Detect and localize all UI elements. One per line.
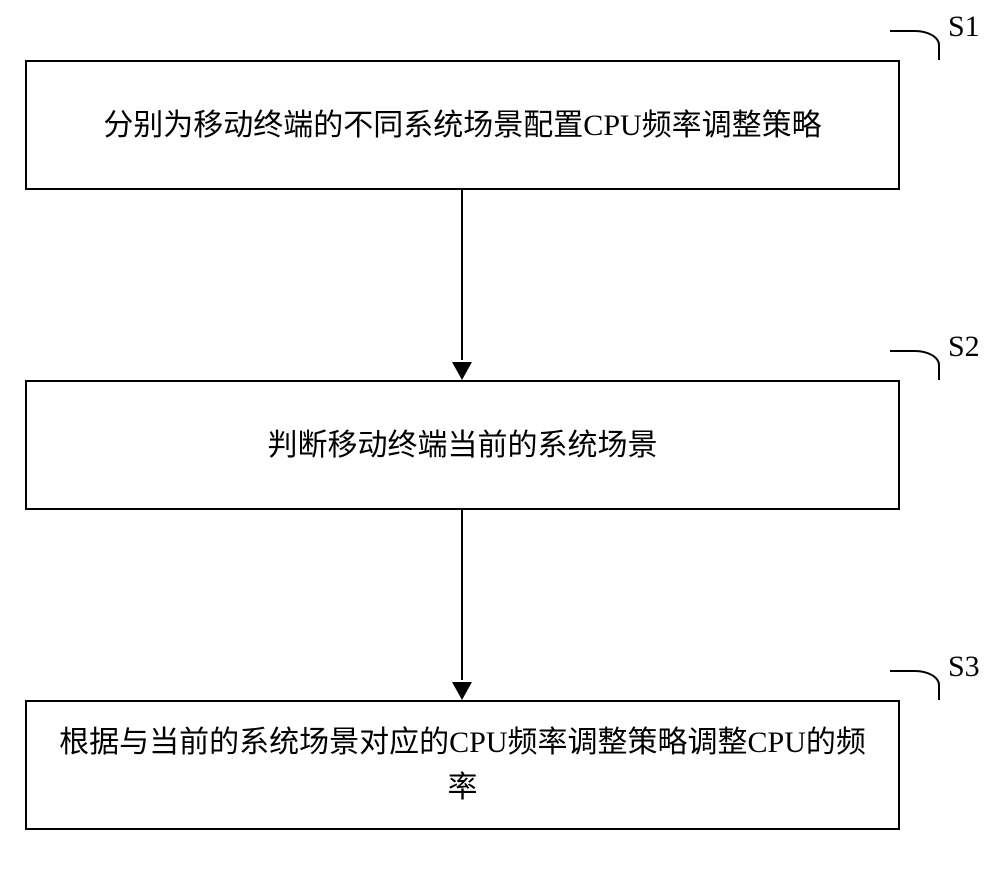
flow-box-s2-text: 判断移动终端当前的系统场景 (268, 423, 658, 468)
flow-box-s2: 判断移动终端当前的系统场景 (25, 380, 900, 510)
step-label-s1: S1 (948, 10, 980, 44)
label-connector-s2 (890, 350, 940, 380)
label-connector-s3 (890, 670, 940, 700)
flow-box-s1: 分别为移动终端的不同系统场景配置CPU频率调整策略 (25, 60, 900, 190)
arrow-line-1 (461, 190, 463, 360)
flow-box-s3-text: 根据与当前的系统场景对应的CPU频率调整策略调整CPU的频率 (47, 720, 878, 810)
flow-box-s1-text: 分别为移动终端的不同系统场景配置CPU频率调整策略 (103, 103, 821, 148)
flowchart-container: 分别为移动终端的不同系统场景配置CPU频率调整策略 S1 判断移动终端当前的系统… (0, 0, 1000, 896)
arrow-head-2 (452, 682, 472, 700)
label-connector-s1 (890, 30, 940, 60)
step-label-s3: S3 (948, 650, 980, 684)
flow-box-s3: 根据与当前的系统场景对应的CPU频率调整策略调整CPU的频率 (25, 700, 900, 830)
step-label-s2: S2 (948, 330, 980, 364)
arrow-head-1 (452, 362, 472, 380)
arrow-line-2 (461, 510, 463, 680)
